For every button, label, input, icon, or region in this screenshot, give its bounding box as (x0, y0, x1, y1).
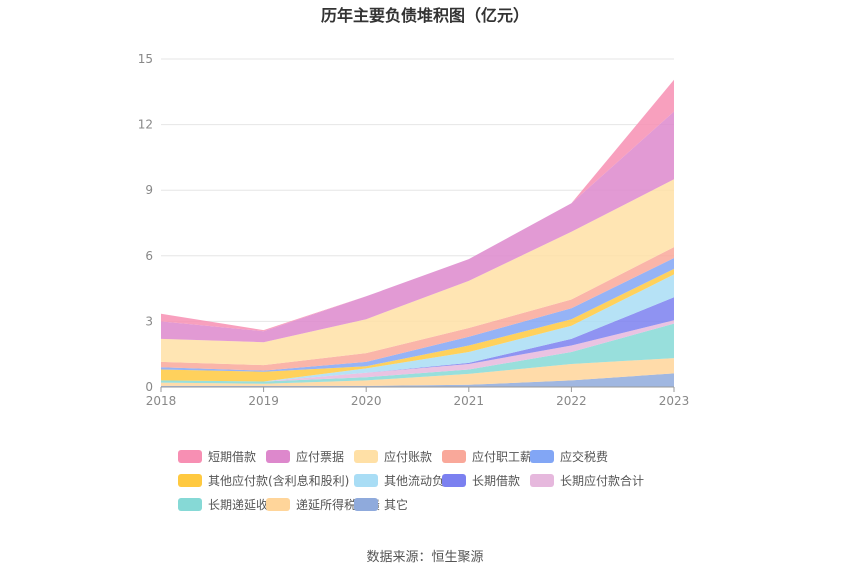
legend-swatch (178, 497, 202, 511)
legend-item[interactable]: 长期应付款合计 (530, 472, 644, 488)
y-tick-label: 15 (138, 52, 153, 66)
legend-item[interactable]: 长期递延收益 (178, 496, 280, 512)
data-source: 数据来源：恒生聚源 (366, 550, 484, 565)
x-tick-label: 2023 (659, 394, 690, 408)
legend-swatch (530, 449, 554, 463)
legend-label: 应交税费 (560, 449, 609, 464)
area-应付职工薪酬 (161, 247, 674, 371)
legend-label: 长期借款 (472, 473, 521, 488)
legend-item[interactable]: 应付账款 (354, 448, 432, 464)
legend-swatch (442, 449, 466, 463)
axes: 0 3 6 9 12 15 2018 2019 2020 2021 2022 2023 (138, 52, 690, 408)
legend-label: 其他流动负债 (384, 473, 457, 488)
legend-item[interactable]: 长期借款 (442, 472, 520, 488)
legend-swatch (266, 449, 290, 463)
legend-item[interactable]: 短期借款 (178, 448, 256, 464)
area-应交税费 (161, 258, 674, 372)
chart-title: 历年主要负债堆积图（亿元） (320, 6, 529, 25)
y-tick-label: 3 (145, 314, 153, 328)
x-tick-label: 2022 (556, 394, 587, 408)
y-tick-label: 6 (145, 249, 153, 263)
area-其他流动负债 (161, 274, 674, 382)
y-tick-label: 12 (138, 118, 153, 132)
stacked-area-chart: 0 3 6 9 12 15 2018 2019 2020 2021 2022 2023 (138, 52, 690, 408)
legend-label: 其他应付款(含利息和股利) (208, 473, 350, 488)
legend-label: 应付账款 (384, 449, 433, 464)
legend-label: 应付职工薪酬 (472, 449, 545, 464)
x-tick-label: 2021 (454, 394, 485, 408)
x-tick-label: 2018 (146, 394, 177, 408)
legend-item[interactable]: 应付职工薪酬 (442, 448, 544, 464)
legend-swatch (354, 449, 378, 463)
legend-item[interactable]: 应交税费 (530, 448, 608, 464)
area-应付账款 (161, 179, 674, 366)
area-长期递延收益 (161, 323, 674, 384)
legend-label: 短期借款 (208, 449, 257, 464)
legend-label: 长期应付款合计 (560, 473, 645, 488)
legend-swatch (530, 473, 554, 487)
area-长期应付款合计 (161, 320, 674, 382)
area-长期借款 (161, 297, 674, 382)
x-tick-label: 2020 (351, 394, 382, 408)
area-series (161, 79, 674, 387)
legend-label: 长期递延收益 (208, 497, 281, 512)
legend-item[interactable]: 其他流动负债 (354, 472, 456, 488)
legend-item[interactable]: 其他应付款(含利息和股利) (178, 472, 349, 488)
legend-swatch (354, 497, 378, 511)
legend-swatch (266, 497, 290, 511)
legend-item[interactable]: 其它 (354, 496, 408, 512)
legend-swatch (178, 473, 202, 487)
area-递延所得税负债 (161, 358, 674, 386)
legend-label: 其它 (384, 497, 409, 512)
legend-swatch (354, 473, 378, 487)
x-tick-label: 2019 (248, 394, 279, 408)
area-其他应付款(含利息和股利) (161, 268, 674, 382)
legend-swatch (178, 449, 202, 463)
legend-label: 应付票据 (296, 449, 345, 464)
legend-swatch (442, 473, 466, 487)
area-应付票据 (161, 111, 674, 343)
y-tick-label: 9 (145, 183, 153, 197)
legend-item[interactable]: 应付票据 (266, 448, 344, 464)
area-其它 (161, 373, 674, 387)
y-tick-label: 0 (145, 380, 153, 394)
